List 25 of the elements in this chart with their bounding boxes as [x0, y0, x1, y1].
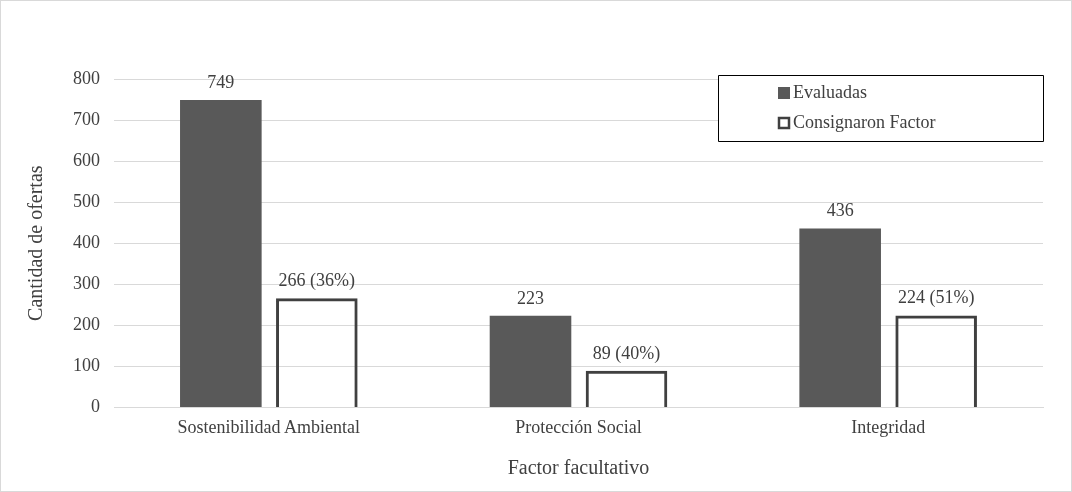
x-tick-label: Protección Social	[515, 416, 642, 437]
y-tick-label: 700	[73, 108, 100, 129]
data-label: 223	[517, 287, 544, 308]
x-tick-label: Sostenibilidad Ambiental	[177, 416, 361, 437]
data-label: 224 (51%)	[897, 287, 975, 309]
data-label: 266 (36%)	[278, 269, 356, 291]
y-tick-label: 200	[73, 314, 100, 335]
y-tick-label: 800	[73, 67, 100, 88]
legend-label: Evaluadas	[793, 81, 867, 102]
y-tick-label: 0	[91, 396, 100, 417]
y-tick-label: 300	[73, 272, 100, 293]
x-tick-label: Integridad	[851, 416, 926, 437]
data-label: 749	[207, 71, 235, 92]
legend-label: Consignaron Factor	[793, 111, 936, 132]
y-tick-label: 600	[73, 149, 100, 170]
bar	[799, 228, 881, 407]
data-label: 89 (40%)	[592, 342, 661, 364]
y-tick-label: 500	[73, 190, 100, 211]
y-axis-title: Cantidad de ofertas	[24, 165, 47, 321]
x-axis-title: Factor facultativo	[507, 456, 650, 479]
bar	[489, 315, 572, 407]
data-label: 436	[826, 200, 854, 221]
bar	[180, 99, 262, 407]
y-tick-label: 100	[73, 355, 100, 376]
y-tick-label: 400	[73, 231, 100, 252]
